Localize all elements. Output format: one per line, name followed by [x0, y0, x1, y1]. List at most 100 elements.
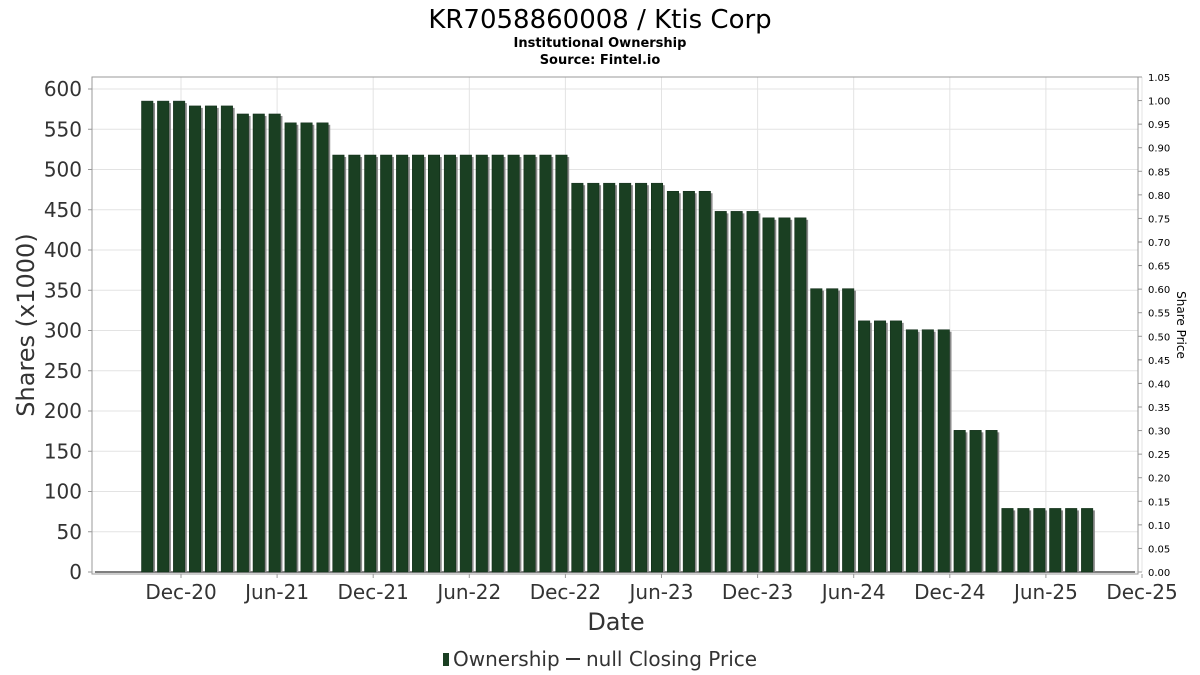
ownership-bar — [635, 182, 648, 573]
ownership-bar — [810, 288, 823, 573]
y2-tick-label: 0.75 — [1148, 214, 1170, 225]
x-tick-label: Dec-20 — [145, 580, 216, 604]
ownership-bar — [236, 113, 249, 573]
x-tick-label: Dec-21 — [338, 580, 409, 604]
ownership-bar — [443, 154, 456, 573]
y-tick-label: 300 — [44, 319, 82, 343]
y-tick-label: 50 — [57, 520, 82, 544]
y2-tick-label: 0.10 — [1148, 521, 1170, 532]
y2-tick-label: 0.30 — [1148, 427, 1170, 438]
ownership-bar — [666, 190, 679, 573]
y2-tick-label: 0.55 — [1148, 309, 1170, 320]
y-axis-title: Shares (x1000) — [12, 233, 40, 416]
y2-tick-label: 0.15 — [1148, 497, 1170, 508]
ownership-bar — [555, 154, 568, 573]
y2-tick-label: 0.20 — [1148, 474, 1170, 485]
ownership-bar — [268, 113, 281, 573]
ownership-bar — [539, 154, 552, 573]
plot-area-border — [91, 76, 1139, 575]
ownership-bar — [682, 190, 695, 573]
ownership-bar — [826, 288, 839, 573]
ownership-bar — [427, 154, 440, 573]
ownership-bar — [141, 100, 154, 573]
ownership-bar — [300, 122, 313, 573]
ownership-bar — [1081, 508, 1094, 573]
ownership-bar — [284, 122, 297, 573]
ownership-bar — [858, 320, 871, 573]
ownership-bar — [491, 154, 504, 573]
y2-axis-ticks: 0.00 0.05 0.10 0.15 0.20 0.25 0.30 0.35 0.40 0.45… — [1138, 73, 1170, 579]
y2-tick-label: 1.00 — [1148, 97, 1170, 108]
y-tick-label: 200 — [44, 399, 82, 423]
y2-tick-label: 0.35 — [1148, 403, 1170, 414]
y2-tick-label: 0.00 — [1148, 568, 1170, 579]
ownership-bar — [746, 211, 759, 573]
y2-tick-label: 0.25 — [1148, 450, 1170, 461]
ownership-bar — [364, 154, 377, 573]
y-tick-label: 0 — [69, 560, 82, 584]
ownership-bar — [380, 154, 393, 573]
y-tick-label: 550 — [44, 117, 82, 141]
ownership-bar — [905, 329, 918, 573]
x-axis-ticks: Dec-20 Jun-21 Dec-21 Jun-22 Dec-22 Jun-23 Dec-… — [145, 574, 1178, 604]
ownership-bar — [651, 182, 664, 573]
ownership-bar — [396, 154, 409, 573]
y2-tick-label: 0.50 — [1148, 332, 1170, 343]
ownership-bar — [1065, 508, 1078, 573]
legend: Ownership null Closing Price — [443, 647, 757, 671]
y-tick-label: 100 — [44, 480, 82, 504]
ownership-bar — [953, 430, 966, 573]
chart-subtitle-ownership: Institutional Ownership — [514, 36, 687, 51]
x-tick-label: Jun-23 — [628, 580, 694, 604]
legend-ownership-label: Ownership — [453, 647, 560, 671]
ownership-bar — [921, 329, 934, 573]
ownership-bar — [1001, 508, 1014, 573]
legend-price-label: null Closing Price — [586, 647, 757, 671]
y-tick-label: 450 — [44, 198, 82, 222]
y2-tick-label: 0.05 — [1148, 544, 1170, 555]
y2-tick-label: 0.80 — [1148, 191, 1170, 202]
y-tick-label: 250 — [44, 359, 82, 383]
y-axis-ticks: 0 50 100 150 200 250 300 350 400 450 500 550 600 — [44, 77, 92, 584]
y2-tick-label: 0.45 — [1148, 356, 1170, 367]
y2-tick-label: 0.60 — [1148, 285, 1170, 296]
ownership-bar — [475, 154, 488, 573]
ownership-bars — [141, 100, 1095, 573]
y2-tick-label: 0.90 — [1148, 144, 1170, 155]
x-tick-label: Jun-21 — [243, 580, 309, 604]
y2-tick-label: 0.40 — [1148, 379, 1170, 390]
ownership-bar — [332, 154, 345, 573]
ownership-bar — [778, 217, 791, 573]
ownership-bar — [619, 182, 632, 573]
ownership-bar — [874, 320, 887, 573]
ownership-bar — [252, 113, 265, 573]
ownership-bar — [459, 154, 472, 573]
y-tick-label: 400 — [44, 238, 82, 262]
ownership-bar — [842, 288, 855, 573]
y-tick-label: 350 — [44, 278, 82, 302]
ownership-bar — [412, 154, 425, 573]
ownership-bar — [507, 154, 520, 573]
y-tick-label: 150 — [44, 439, 82, 463]
ownership-bar — [316, 122, 329, 573]
y2-tick-label: 0.85 — [1148, 167, 1170, 178]
x-axis-title: Date — [587, 608, 644, 636]
ownership-bar — [1033, 508, 1046, 573]
ownership-bar — [587, 182, 600, 573]
ownership-bar — [714, 211, 727, 573]
ownership-bar — [157, 100, 170, 573]
x-tick-label: Jun-24 — [820, 580, 886, 604]
ownership-bar — [937, 329, 950, 573]
x-tick-label: Dec-22 — [530, 580, 601, 604]
ownership-bar — [173, 100, 186, 573]
y2-tick-label: 0.65 — [1148, 262, 1170, 273]
ownership-bar — [969, 430, 982, 573]
ownership-bar — [523, 154, 536, 573]
ownership-bar — [220, 105, 233, 573]
x-tick-label: Dec-24 — [914, 580, 985, 604]
x-tick-label: Jun-22 — [435, 580, 501, 604]
y2-tick-label: 0.95 — [1148, 120, 1170, 131]
y-tick-label: 500 — [44, 158, 82, 182]
x-tick-label: Jun-25 — [1012, 580, 1078, 604]
ownership-bar — [1017, 508, 1030, 573]
